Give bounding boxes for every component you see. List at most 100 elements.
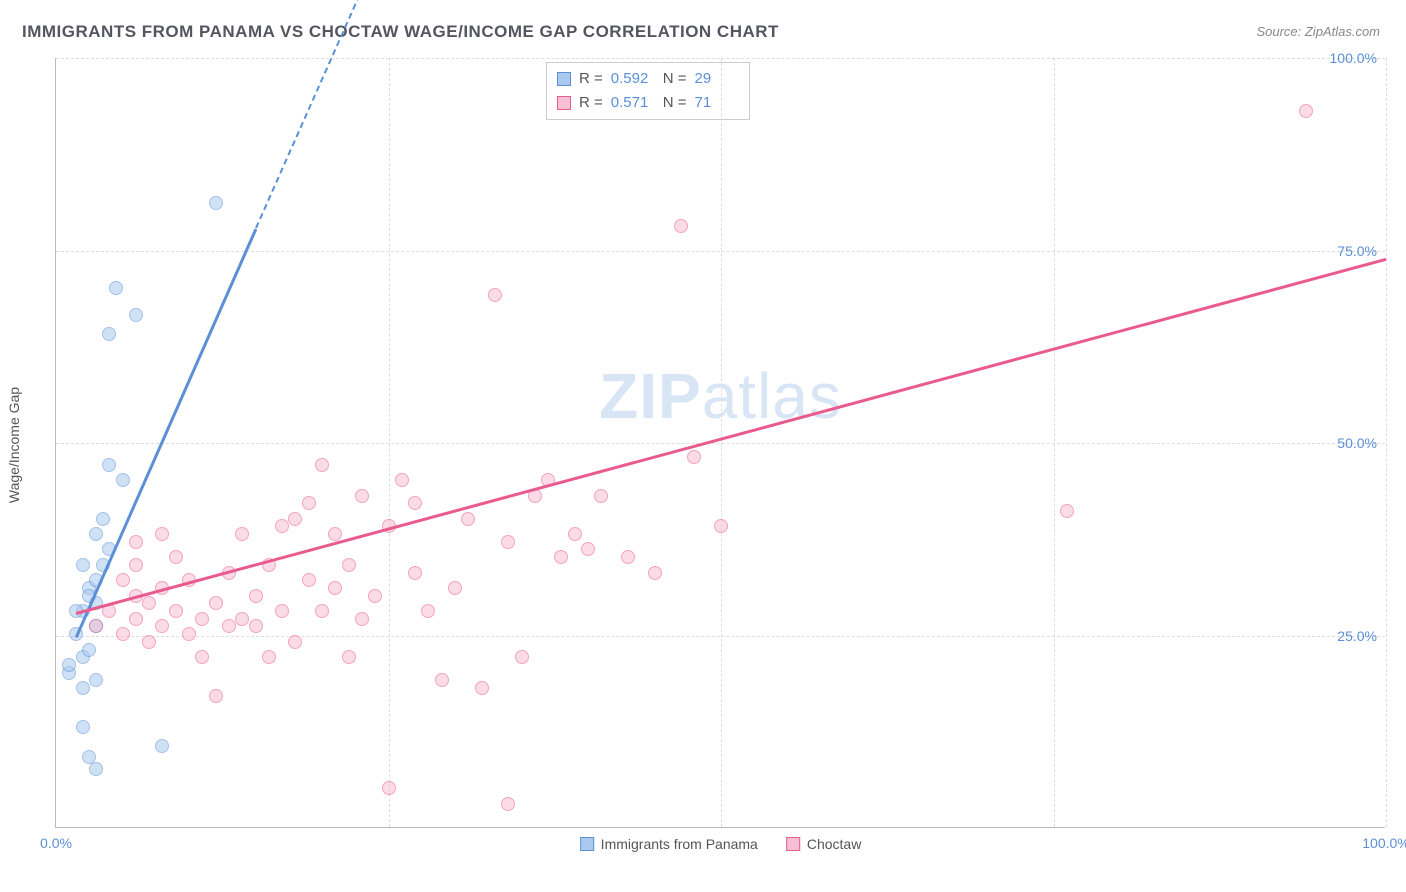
data-point-choctaw bbox=[355, 489, 369, 503]
r-label: R = bbox=[579, 91, 603, 115]
data-point-choctaw bbox=[328, 581, 342, 595]
y-tick-label: 100.0% bbox=[1330, 50, 1377, 66]
data-point-panama bbox=[129, 308, 143, 322]
data-point-choctaw bbox=[515, 650, 529, 664]
data-point-choctaw bbox=[315, 458, 329, 472]
data-point-choctaw bbox=[129, 535, 143, 549]
data-point-choctaw bbox=[249, 619, 263, 633]
data-point-panama bbox=[76, 681, 90, 695]
data-point-choctaw bbox=[355, 612, 369, 626]
data-point-choctaw bbox=[262, 650, 276, 664]
data-point-choctaw bbox=[169, 550, 183, 564]
data-point-choctaw bbox=[408, 566, 422, 580]
data-point-choctaw bbox=[209, 689, 223, 703]
data-point-choctaw bbox=[116, 573, 130, 587]
legend-item-choctaw: Choctaw bbox=[786, 836, 861, 852]
data-point-choctaw bbox=[195, 612, 209, 626]
data-point-choctaw bbox=[435, 673, 449, 687]
x-tick-label: 100.0% bbox=[1362, 835, 1406, 851]
r-label: R = bbox=[579, 67, 603, 91]
swatch-panama bbox=[557, 72, 571, 86]
data-point-choctaw bbox=[568, 527, 582, 541]
data-point-choctaw bbox=[116, 627, 130, 641]
chart-title: IMMIGRANTS FROM PANAMA VS CHOCTAW WAGE/I… bbox=[22, 22, 779, 42]
data-point-choctaw bbox=[648, 566, 662, 580]
data-point-choctaw bbox=[288, 512, 302, 526]
source-attribution: Source: ZipAtlas.com bbox=[1256, 24, 1380, 39]
data-point-panama bbox=[96, 512, 110, 526]
data-point-panama bbox=[89, 673, 103, 687]
data-point-panama bbox=[82, 750, 96, 764]
trend-line-choctaw bbox=[76, 258, 1387, 615]
gridline-vertical bbox=[1054, 58, 1055, 827]
legend-label-choctaw: Choctaw bbox=[807, 836, 861, 852]
data-point-panama bbox=[102, 327, 116, 341]
data-point-choctaw bbox=[129, 612, 143, 626]
swatch-panama bbox=[580, 837, 594, 851]
plot-area: ZIPatlas R =0.592N =29R =0.571N =71 Immi… bbox=[55, 58, 1385, 828]
data-point-panama bbox=[89, 527, 103, 541]
gridline-vertical bbox=[721, 58, 722, 827]
data-point-choctaw bbox=[235, 612, 249, 626]
data-point-choctaw bbox=[501, 535, 515, 549]
data-point-choctaw bbox=[182, 627, 196, 641]
data-point-choctaw bbox=[342, 558, 356, 572]
n-label: N = bbox=[663, 67, 687, 91]
data-point-choctaw bbox=[408, 496, 422, 510]
data-point-choctaw bbox=[714, 519, 728, 533]
data-point-choctaw bbox=[142, 596, 156, 610]
legend-item-panama: Immigrants from Panama bbox=[580, 836, 758, 852]
data-point-choctaw bbox=[687, 450, 701, 464]
data-point-choctaw bbox=[382, 781, 396, 795]
data-point-choctaw bbox=[249, 589, 263, 603]
data-point-panama bbox=[62, 658, 76, 672]
swatch-choctaw bbox=[786, 837, 800, 851]
data-point-choctaw bbox=[368, 589, 382, 603]
x-tick-label: 0.0% bbox=[40, 835, 72, 851]
data-point-choctaw bbox=[302, 496, 316, 510]
data-point-choctaw bbox=[315, 604, 329, 618]
data-point-choctaw bbox=[488, 288, 502, 302]
data-point-choctaw bbox=[275, 604, 289, 618]
data-point-choctaw bbox=[461, 512, 475, 526]
data-point-panama bbox=[109, 281, 123, 295]
legend-label-panama: Immigrants from Panama bbox=[601, 836, 758, 852]
gridline-vertical bbox=[1386, 58, 1387, 827]
data-point-choctaw bbox=[1299, 104, 1313, 118]
data-point-choctaw bbox=[275, 519, 289, 533]
data-point-choctaw bbox=[421, 604, 435, 618]
data-point-choctaw bbox=[581, 542, 595, 556]
data-point-panama bbox=[102, 458, 116, 472]
data-point-choctaw bbox=[501, 797, 515, 811]
stats-legend-box: R = 0.592 N = 29 R = 0.571 N = 71 bbox=[546, 62, 750, 120]
r-value-choctaw: 0.571 bbox=[611, 91, 655, 115]
data-point-panama bbox=[155, 739, 169, 753]
data-point-choctaw bbox=[674, 219, 688, 233]
data-point-choctaw bbox=[554, 550, 568, 564]
data-point-choctaw bbox=[155, 527, 169, 541]
data-point-choctaw bbox=[235, 527, 249, 541]
data-point-choctaw bbox=[288, 635, 302, 649]
n-value-panama: 29 bbox=[695, 67, 739, 91]
data-point-panama bbox=[76, 720, 90, 734]
data-point-choctaw bbox=[342, 650, 356, 664]
data-point-choctaw bbox=[222, 619, 236, 633]
r-value-panama: 0.592 bbox=[611, 67, 655, 91]
n-value-choctaw: 71 bbox=[695, 91, 739, 115]
data-point-choctaw bbox=[209, 596, 223, 610]
data-point-choctaw bbox=[395, 473, 409, 487]
data-point-choctaw bbox=[302, 573, 316, 587]
data-point-choctaw bbox=[129, 558, 143, 572]
stats-row-panama: R = 0.592 N = 29 bbox=[557, 67, 739, 91]
series-legend: Immigrants from Panama Choctaw bbox=[580, 836, 862, 852]
data-point-choctaw bbox=[448, 581, 462, 595]
data-point-choctaw bbox=[195, 650, 209, 664]
stats-row-choctaw: R = 0.571 N = 71 bbox=[557, 91, 739, 115]
n-label: N = bbox=[663, 91, 687, 115]
data-point-panama bbox=[116, 473, 130, 487]
data-point-choctaw bbox=[621, 550, 635, 564]
data-point-choctaw bbox=[169, 604, 183, 618]
gridline-vertical bbox=[389, 58, 390, 827]
data-point-choctaw bbox=[142, 635, 156, 649]
y-tick-label: 25.0% bbox=[1337, 628, 1377, 644]
